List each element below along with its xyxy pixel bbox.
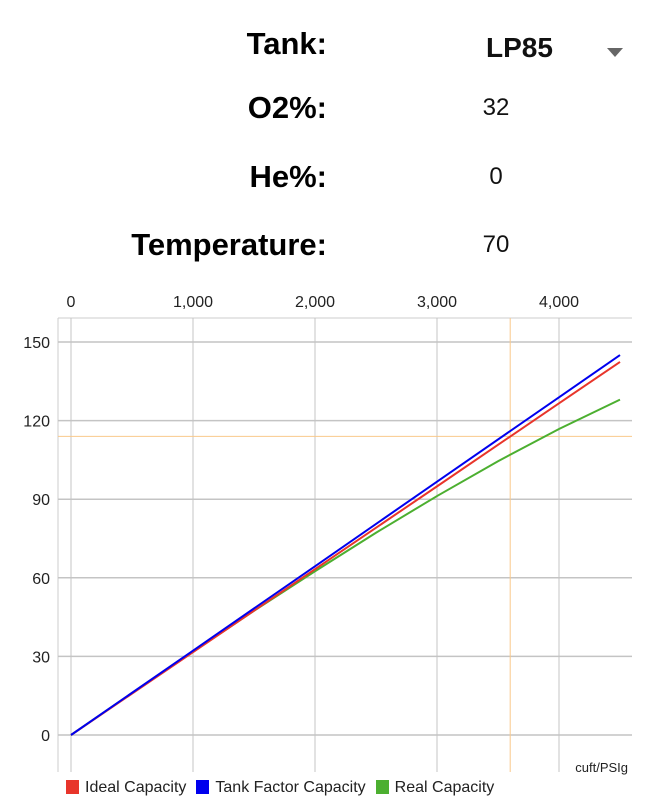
o2-row: O2%: 32 — [0, 84, 671, 134]
temperature-row: Temperature: 70 — [0, 221, 671, 271]
series-line-tank-factor-capacity — [70, 354, 621, 736]
legend-item[interactable]: Real Capacity — [375, 779, 495, 797]
unit-label: cuft/PSIg — [575, 760, 628, 775]
legend-item[interactable]: Tank Factor Capacity — [196, 779, 366, 797]
temperature-label: Temperature: — [131, 227, 327, 262]
x-tick-label: 3,000 — [417, 294, 457, 311]
y-tick-label: 150 — [23, 335, 50, 352]
legend-label: Real Capacity — [394, 779, 495, 796]
legend: Ideal Capacity Tank Factor Capacity Real C… — [66, 779, 494, 797]
y-tick-label: 30 — [32, 649, 50, 666]
he-row: He%: 0 — [0, 153, 671, 203]
he-label: He%: — [249, 159, 327, 194]
o2-label: O2%: — [247, 90, 327, 125]
legend-item[interactable]: Ideal Capacity — [66, 779, 186, 797]
legend-swatch — [196, 780, 210, 794]
x-tick-label: 4,000 — [539, 294, 579, 311]
he-input[interactable]: 0 — [489, 163, 503, 190]
tank-row: Tank: LP85 — [0, 20, 671, 70]
x-tick-label: 2,000 — [295, 294, 335, 311]
y-tick-label: 0 — [41, 728, 50, 745]
capacity-chart[interactable]: 0 1,000 2,000 3,000 4,000 0 30 60 90 120 150 cuft/P… — [0, 280, 671, 780]
o2-input[interactable]: 32 — [482, 94, 510, 121]
legend-label: Tank Factor Capacity — [215, 779, 366, 796]
legend-swatch — [66, 780, 79, 794]
series-line-real-capacity — [70, 398, 621, 736]
dropdown-arrow-icon[interactable] — [607, 48, 623, 57]
legend-label: Ideal Capacity — [85, 779, 187, 796]
y-tick-label: 60 — [32, 571, 50, 588]
temperature-input[interactable]: 70 — [482, 231, 510, 258]
series-line-ideal-capacity — [70, 361, 621, 736]
tank-select[interactable]: LP85 — [486, 32, 553, 63]
x-tick-label: 1,000 — [173, 294, 213, 311]
legend-swatch — [375, 780, 389, 794]
y-tick-label: 90 — [32, 492, 50, 509]
tank-label: Tank: — [246, 26, 327, 61]
x-tick-label: 0 — [67, 294, 76, 311]
y-tick-label: 120 — [23, 414, 50, 431]
